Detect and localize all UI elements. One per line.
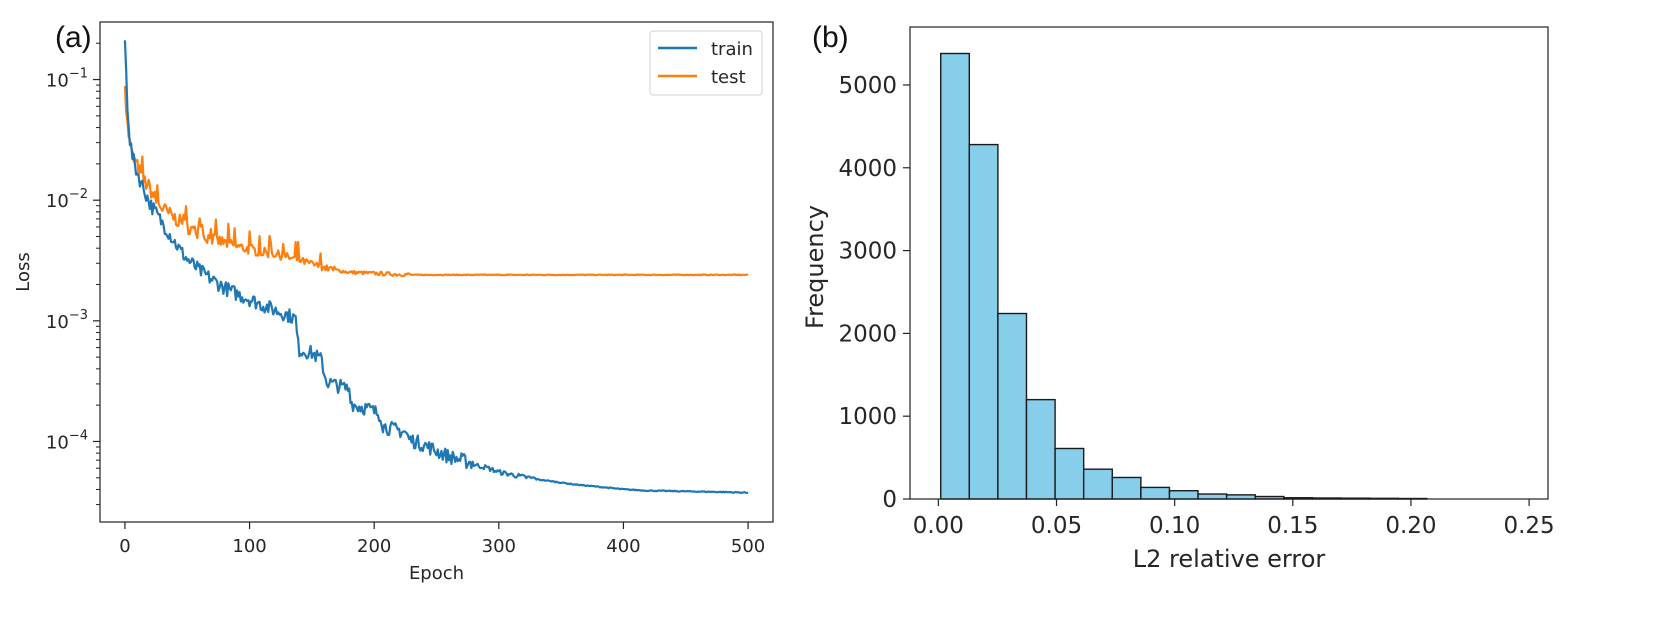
histogram-x-tick-label: 0.20 [1385, 513, 1436, 539]
histogram-bar [1054, 447, 1085, 500]
legend-label-train: train [711, 39, 753, 60]
loss-y-tick-exponent: −4 [69, 428, 88, 443]
loss-x-tick-label: 300 [482, 536, 516, 557]
histogram-y-tick-label: 4000 [838, 156, 897, 182]
histogram-y-tick-label: 1000 [838, 404, 897, 430]
loss-y-tick-label: 10−2 [46, 187, 88, 212]
legend: train test [649, 30, 763, 96]
histogram-x-tick-label: 0.25 [1503, 513, 1554, 539]
loss-y-ticks: 10−110−210−310−4 [46, 42, 100, 506]
loss-y-tick-exponent: −1 [69, 67, 88, 82]
histogram-x-ticks: 0.00 0.05 0.10 0.15 0.20 0.25 [913, 499, 1555, 539]
legend-label-test: test [711, 67, 746, 88]
histogram-bar [940, 52, 971, 500]
series-line-test [123, 86, 749, 278]
loss-y-tick-base: 10 [46, 432, 69, 453]
loss-x-tick-label: 400 [606, 536, 640, 557]
histogram-bar [1197, 493, 1228, 500]
loss-y-tick-exponent: −2 [69, 187, 88, 202]
histogram-bar [997, 312, 1028, 500]
loss-chart: 10−110−210−310−4 0 100 200 300 400 500 train … [13, 21, 774, 584]
panel-label-b: (b) [812, 21, 849, 54]
loss-y-tick-exponent: −3 [69, 308, 88, 323]
histogram-x-tick-label: 0.00 [913, 513, 964, 539]
loss-y-tick-base: 10 [46, 71, 69, 92]
histogram-x-tick-label: 0.10 [1149, 513, 1200, 539]
loss-y-tick-label: 10−1 [46, 67, 88, 92]
loss-y-tick-label: 10−4 [46, 428, 88, 453]
histogram-y-tick-label: 0 [882, 487, 897, 513]
loss-x-ticks: 0 100 200 300 400 500 [119, 522, 765, 557]
histogram-bar [1082, 468, 1113, 500]
histogram-x-axis-label: L2 relative error [1133, 545, 1326, 573]
series-line-train [123, 40, 749, 495]
histogram-y-tick-label: 2000 [838, 321, 897, 347]
histogram-plot-frame [909, 26, 1549, 500]
histogram-bars [940, 52, 1428, 500]
histogram-x-tick-label: 0.15 [1267, 513, 1318, 539]
histogram-bar [1225, 494, 1256, 500]
loss-y-tick-base: 10 [46, 191, 69, 212]
histogram-y-tick-label: 3000 [838, 239, 897, 265]
histogram-bar [1140, 486, 1171, 500]
panel-label-a: (a) [55, 21, 92, 54]
loss-x-tick-label: 100 [232, 536, 266, 557]
histogram-x-tick-label: 0.05 [1031, 513, 1082, 539]
loss-plot-frame [99, 21, 774, 523]
histogram-bar [1168, 490, 1199, 500]
loss-y-axis-label: Loss [13, 252, 34, 291]
histogram-y-tick-label: 5000 [838, 73, 897, 99]
loss-x-tick-label: 0 [119, 536, 130, 557]
histogram-bar [1025, 398, 1056, 500]
loss-y-tick-base: 10 [46, 312, 69, 333]
histogram-y-ticks: 0 1000 2000 3000 4000 5000 [838, 73, 910, 513]
loss-x-axis-label: Epoch [409, 563, 464, 584]
loss-x-tick-label: 200 [357, 536, 391, 557]
histogram-bar [968, 143, 999, 500]
histogram-y-axis-label: Frequency [801, 205, 829, 329]
loss-series [123, 40, 749, 495]
loss-y-tick-label: 10−3 [46, 308, 88, 333]
histogram-bar [1111, 476, 1142, 500]
loss-x-tick-label: 500 [731, 536, 765, 557]
